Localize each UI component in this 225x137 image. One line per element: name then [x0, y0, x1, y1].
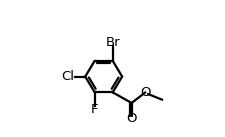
- Text: Br: Br: [105, 36, 119, 49]
- Text: O: O: [126, 112, 136, 125]
- Text: Cl: Cl: [61, 70, 74, 83]
- Text: F: F: [91, 103, 98, 116]
- Text: O: O: [140, 86, 150, 99]
